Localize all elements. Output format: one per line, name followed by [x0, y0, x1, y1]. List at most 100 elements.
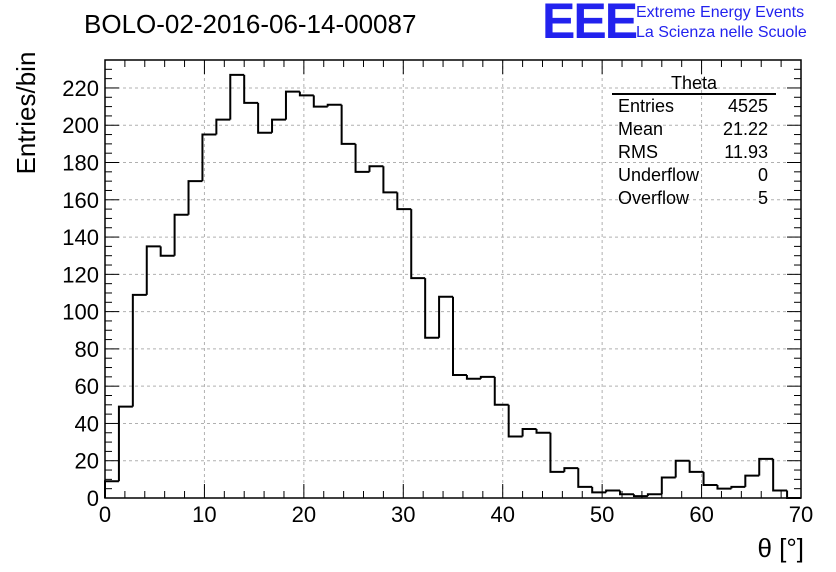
histogram-bin: [702, 471, 718, 486]
histogram-bin: [131, 293, 147, 407]
x-axis-title: θ [°]: [757, 533, 804, 563]
stats-value: 0: [757, 165, 768, 185]
histogram-bars: [104, 73, 801, 499]
stats-label: Overflow: [618, 188, 690, 208]
histogram-bin: [479, 375, 495, 379]
axes-frame: [104, 59, 802, 499]
y-tick-label: 20: [75, 449, 99, 474]
logo-line-1: Extreme Energy Events: [636, 4, 805, 21]
stats-value: 21.22: [722, 119, 768, 139]
histogram-bin: [298, 91, 314, 97]
stats-value: 4525: [727, 96, 768, 116]
y-tick-label: 160: [62, 188, 99, 213]
histogram-bin: [312, 95, 328, 108]
x-tick-label: 10: [192, 502, 216, 527]
histogram-bin: [396, 192, 412, 211]
stats-row-overflow: Overflow 5: [612, 187, 776, 210]
histogram-bin: [382, 166, 398, 194]
stats-row-underflow: Underflow 0: [612, 164, 776, 187]
x-tick-label: 40: [490, 502, 514, 527]
stats-label: RMS: [618, 142, 658, 162]
x-tick-label: 60: [689, 502, 713, 527]
histogram-bin: [688, 460, 704, 473]
histogram-bin: [646, 493, 662, 497]
x-tick-label: 70: [789, 502, 813, 527]
histogram-bin: [786, 490, 801, 499]
stats-label: Underflow: [618, 165, 700, 185]
histogram-bin: [605, 489, 621, 493]
plot-title: BOLO-02-2016-06-14-00087: [84, 9, 417, 39]
histogram-bin: [145, 245, 161, 295]
x-tick-label: 20: [292, 502, 316, 527]
x-tick-label: 30: [391, 502, 415, 527]
histogram-bin: [730, 485, 746, 489]
y-tick-label: 140: [62, 225, 99, 250]
histogram-bin: [201, 133, 217, 182]
y-tick-label: 60: [75, 374, 99, 399]
histogram-bin: [257, 102, 273, 134]
y-tick-label: 180: [62, 151, 99, 176]
y-tick-label: 0: [87, 486, 99, 511]
y-tick-label: 100: [62, 300, 99, 325]
y-tick-label: 200: [62, 113, 99, 138]
histogram-bin: [632, 494, 648, 498]
histogram-bin: [549, 432, 565, 473]
histogram-bin: [284, 90, 300, 120]
histogram-bin: [173, 213, 189, 256]
histogram-bin: [215, 118, 231, 135]
y-tick-labels: 0 20 40 60 80 100 120 140 160 180 200 220: [62, 76, 99, 511]
eee-logo: EEE Extreme Energy Events La Scienza nel…: [540, 0, 830, 49]
histogram-bin: [577, 468, 593, 488]
stats-value: 11.93: [724, 142, 768, 162]
histogram-bin: [354, 143, 370, 173]
histogram-bin: [159, 246, 175, 257]
y-tick-label: 120: [62, 262, 99, 287]
histogram-bin: [117, 405, 133, 482]
histogram-bin: [507, 404, 523, 438]
histogram-bin: [104, 480, 119, 498]
histogram-bin: [521, 428, 537, 437]
x-tick-label: 50: [590, 502, 614, 527]
histogram-bin: [744, 474, 760, 487]
histogram-bin: [452, 296, 467, 376]
stats-row-rms: RMS 11.93: [612, 141, 776, 164]
histogram-bin: [229, 73, 245, 120]
histogram-bin: [563, 467, 579, 472]
histogram-bin: [674, 459, 690, 478]
histogram-bin: [591, 486, 607, 494]
logo-letters: EEE: [542, 0, 638, 49]
histogram-bin: [410, 209, 426, 280]
histogram-bin: [438, 295, 453, 338]
stats-rows: Entries 4525 Mean 21.22 RMS 11.93 Underf…: [612, 95, 776, 210]
logo-line-2: La Scienza nelle Scuole: [636, 24, 807, 41]
histogram-bin: [271, 118, 286, 133]
stats-label: Entries: [618, 96, 675, 116]
histogram-bin: [424, 278, 440, 339]
stats-row-mean: Mean 21.22: [612, 118, 776, 141]
stats-label: Mean: [618, 119, 664, 139]
histogram-bin: [187, 180, 203, 215]
plot-frame: [104, 59, 802, 499]
histogram-bin: [493, 376, 509, 406]
x-tick-labels: 0 10 20 30 40 50 60 70: [99, 502, 813, 527]
y-tick-label: 40: [75, 411, 99, 436]
histogram-bin: [619, 490, 634, 496]
histogram-bin: [368, 165, 384, 172]
histogram-bin: [535, 429, 551, 434]
histogram-bin: [716, 484, 732, 490]
histogram-bin: [772, 458, 788, 492]
stats-value: 5: [757, 188, 768, 208]
histogram-bin: [465, 374, 481, 380]
y-tick-label: 220: [62, 76, 99, 101]
y-tick-label: 80: [75, 337, 99, 362]
grid-lines: [105, 60, 801, 498]
stats-box: Theta Entries 4525 Mean 21.22 RMS 11.93 …: [612, 74, 776, 210]
histogram-bin: [660, 476, 676, 495]
histogram-bin: [340, 104, 356, 145]
stats-row-entries: Entries 4525: [612, 95, 776, 118]
stats-title: Theta: [612, 74, 776, 95]
histogram-bin: [326, 103, 342, 107]
x-tick-label: 0: [99, 502, 111, 527]
histogram-bin: [758, 457, 774, 476]
